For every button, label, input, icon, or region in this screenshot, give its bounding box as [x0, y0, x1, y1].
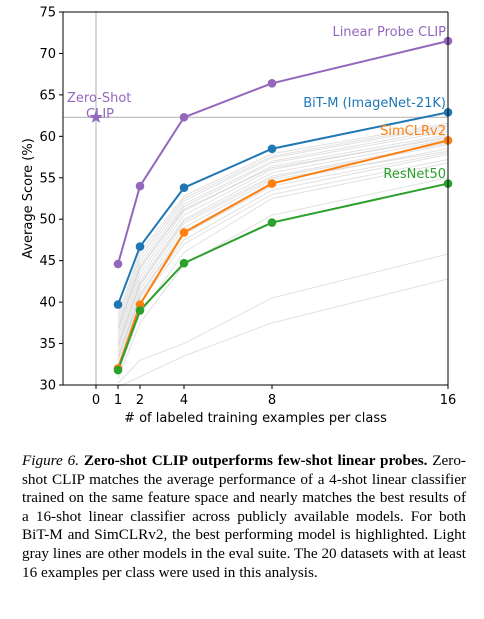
- axes-group: 30 35 40 45 50 55 60 65 70 75 0 1 2 4 8 16 # of labeled …: [21, 6, 456, 427]
- few-shot-line-chart: 30 35 40 45 50 55 60 65 70 75 0 1 2 4 8 16 # of labeled …: [21, 6, 456, 427]
- data-point: [113, 259, 123, 269]
- data-point: [135, 306, 145, 315]
- x-tick-label: 8: [268, 393, 276, 408]
- gray-model-line: [117, 128, 449, 328]
- series-name-label: Linear Probe CLIP: [332, 25, 446, 40]
- y-tick-label: 45: [39, 254, 56, 269]
- x-axis-label: # of labeled training examples per class: [124, 411, 387, 426]
- data-point: [113, 300, 123, 309]
- gray-model-line: [117, 125, 449, 324]
- zero-shot-label-line1: Zero-Shot: [67, 91, 131, 106]
- gray-model-line: [117, 142, 449, 346]
- gray-model-line: [117, 130, 449, 332]
- y-tick-label: 40: [39, 296, 56, 311]
- series-name-label: SimCLRv2: [380, 124, 446, 139]
- data-point: [179, 112, 189, 122]
- series-name-label: ResNet50: [383, 167, 446, 182]
- gray-model-line: [117, 144, 449, 348]
- data-point: [267, 179, 277, 188]
- series-lines-group: [117, 40, 449, 371]
- gray-model-line: [117, 134, 449, 336]
- gray-model-line: [117, 137, 449, 329]
- series-points-group: [89, 36, 453, 375]
- y-tick-label: 75: [39, 6, 56, 21]
- data-point: [267, 78, 277, 88]
- gray-model-line: [117, 253, 449, 384]
- x-tick-label: 0: [92, 393, 100, 408]
- y-axis-label: Average Score (%): [21, 138, 36, 259]
- y-tick-label: 70: [39, 47, 56, 62]
- zero-shot-guides: [63, 12, 448, 385]
- y-tick-label: 55: [39, 171, 56, 186]
- x-tick-label: 2: [136, 393, 144, 408]
- gray-model-line: [117, 162, 449, 373]
- caption-label: Figure 6.: [22, 452, 80, 469]
- y-tick-label: 35: [39, 337, 56, 352]
- x-tick-label: 16: [440, 393, 457, 408]
- y-tick-label: 30: [39, 379, 56, 394]
- data-point: [267, 218, 277, 227]
- x-tick-label: 1: [114, 393, 122, 408]
- data-point: [135, 242, 145, 251]
- caption-title: Zero-shot CLIP outperforms few-shot line…: [83, 452, 428, 469]
- figure-caption: Figure 6. Zero-shot CLIP outperforms few…: [22, 452, 466, 582]
- gray-model-line: [117, 124, 449, 319]
- gray-model-line: [117, 122, 449, 315]
- data-point: [113, 365, 123, 375]
- data-point: [179, 228, 189, 237]
- gray-model-line: [117, 278, 449, 388]
- x-tick-label: 4: [180, 393, 188, 408]
- zero-shot-star-marker: [89, 110, 103, 123]
- y-tick-label: 60: [39, 130, 56, 145]
- y-tick-label: 65: [39, 88, 56, 103]
- gray-model-line: [117, 135, 449, 340]
- gray-model-line: [117, 139, 449, 344]
- labels-group: Linear Probe CLIP BiT-M (ImageNet-21K) Sim…: [67, 25, 446, 182]
- data-point: [179, 258, 189, 268]
- data-point: [179, 183, 189, 193]
- data-point: [267, 144, 277, 154]
- gray-model-line: [117, 177, 449, 379]
- caption-body: Zero-shot CLIP matches the average perfo…: [22, 452, 466, 581]
- series-name-label: BiT-M (ImageNet-21K): [303, 96, 446, 111]
- series-line: [117, 182, 449, 371]
- data-point: [135, 181, 145, 191]
- zero-shot-label-line2: CLIP: [86, 107, 114, 122]
- gray-lines-group: [117, 122, 449, 388]
- y-tick-label: 50: [39, 213, 56, 228]
- gray-model-line: [117, 154, 449, 361]
